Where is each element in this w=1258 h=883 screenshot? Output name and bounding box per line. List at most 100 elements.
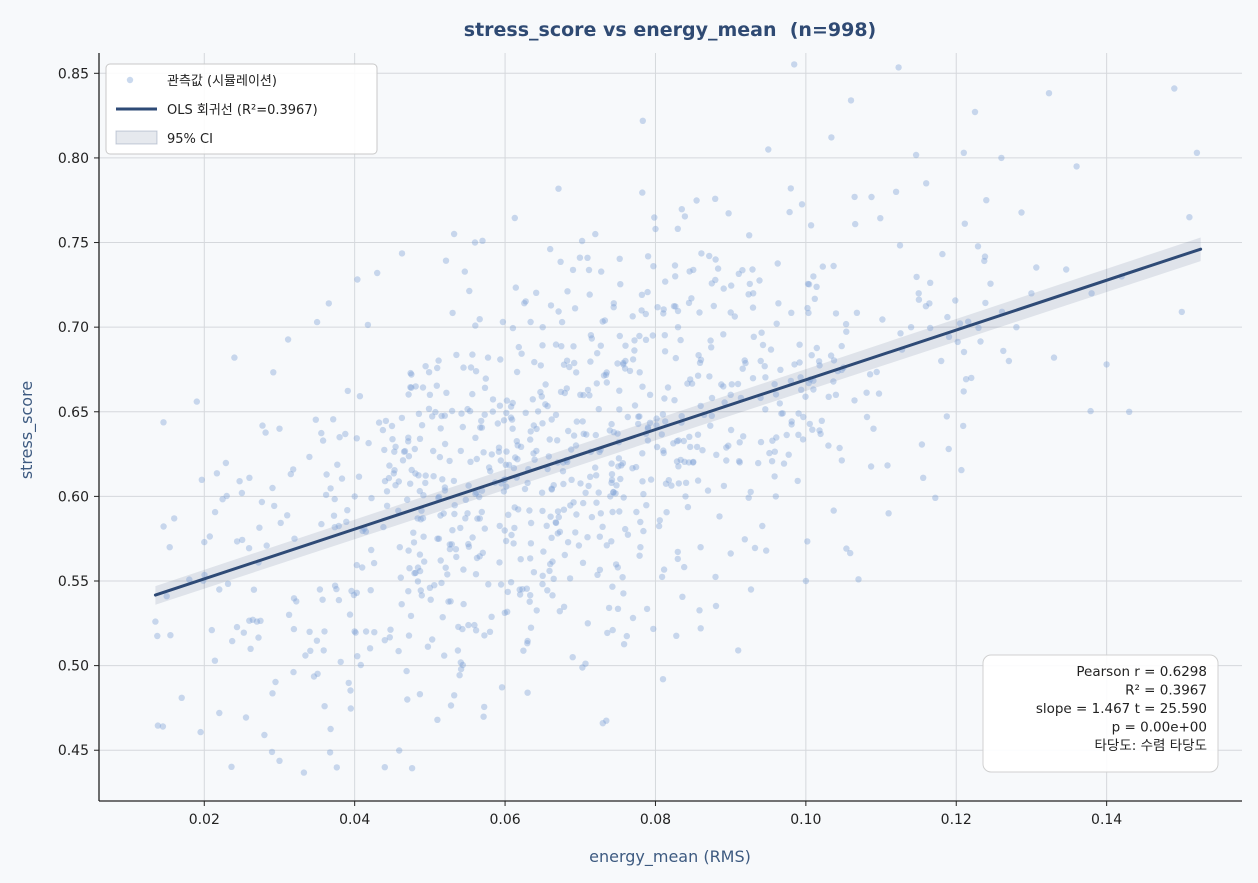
scatter-point [504, 608, 511, 615]
scatter-point [853, 309, 861, 316]
scatter-point [547, 560, 554, 568]
scatter-point [725, 442, 732, 449]
scatter-point [927, 279, 934, 286]
scatter-point [422, 479, 429, 487]
scatter-point [222, 459, 230, 467]
scatter-point [599, 318, 606, 325]
scatter-point [502, 537, 510, 545]
scatter-point [584, 386, 592, 394]
scatter-point [779, 410, 786, 417]
scatter-point [828, 134, 835, 141]
scatter-point [472, 368, 480, 375]
scatter-point [480, 449, 487, 456]
scatter-point [246, 474, 253, 481]
scatter-point [587, 332, 595, 339]
scatter-point [533, 447, 540, 455]
scatter-point [344, 507, 351, 514]
scatter-point [670, 303, 678, 310]
scatter-point [573, 418, 580, 425]
scatter-point [500, 488, 508, 495]
scatter-point [631, 402, 639, 409]
scatter-point [629, 614, 637, 622]
scatter-point [681, 458, 688, 465]
scatter-point [429, 413, 436, 420]
scatter-point [527, 519, 535, 527]
scatter-point [761, 363, 768, 370]
scatter-point [639, 189, 646, 196]
scatter-point [504, 588, 511, 596]
scatter-point [391, 467, 398, 474]
scatter-point [421, 558, 428, 565]
scatter-point [554, 530, 561, 537]
scatter-point [594, 571, 601, 578]
scatter-point [727, 426, 735, 434]
scatter-point [873, 368, 880, 376]
scatter-point [335, 596, 343, 604]
scatter-point [476, 515, 483, 522]
scatter-point [478, 424, 486, 431]
scatter-point [441, 484, 449, 491]
scatter-point [530, 569, 538, 576]
scatter-point [457, 447, 464, 455]
scatter-point [414, 564, 422, 571]
scatter-point [696, 309, 703, 316]
scatter-point [943, 413, 950, 420]
scatter-point [866, 371, 874, 378]
scatter-point [642, 310, 649, 318]
scatter-point [675, 463, 682, 470]
scatter-point [473, 554, 481, 562]
scatter-point [658, 431, 665, 438]
scatter-point [580, 430, 587, 437]
scatter-point [405, 434, 412, 441]
scatter-point [451, 510, 458, 518]
scatter-point [613, 482, 620, 489]
scatter-point [674, 225, 681, 232]
scatter-point [319, 596, 326, 603]
scatter-point [314, 670, 321, 677]
scatter-point [773, 434, 780, 441]
scatter-point [321, 628, 328, 635]
scatter-point [867, 463, 875, 470]
scatter-point [392, 482, 399, 489]
scatter-point [277, 519, 284, 527]
scatter-point [612, 561, 620, 568]
scatter-point [374, 269, 381, 277]
scatter-point [473, 455, 480, 463]
scatter-point [686, 433, 693, 440]
scatter-point [593, 472, 600, 479]
scatter-point [538, 489, 546, 496]
scatter-point [636, 552, 643, 559]
legend-swatch-ci [115, 130, 158, 145]
scatter-point [640, 527, 647, 535]
scatter-point [762, 374, 769, 381]
scatter-point [500, 417, 508, 424]
scatter-point [216, 709, 223, 717]
scatter-point [616, 406, 623, 413]
scatter-point [439, 614, 446, 621]
scatter-point [795, 431, 802, 438]
scatter-point [233, 538, 241, 545]
scatter-point [644, 288, 651, 296]
scatter-point [479, 549, 486, 556]
scatter-point [635, 413, 642, 420]
scatter-point [511, 524, 518, 532]
scatter-point [395, 507, 402, 514]
scatter-point [560, 506, 568, 513]
scatter-point [472, 434, 479, 441]
scatter-point [552, 519, 560, 527]
scatter-point [262, 429, 269, 436]
scatter-point [419, 384, 427, 391]
scatter-point [852, 220, 859, 228]
y-tick-label: 0.65 [58, 405, 89, 421]
scatter-point [795, 410, 802, 417]
scatter-point [945, 445, 952, 453]
scatter-point [530, 450, 537, 457]
scatter-point [567, 502, 574, 509]
scatter-point [579, 418, 586, 425]
scatter-point [276, 425, 283, 432]
scatter-point [796, 359, 803, 366]
scatter-point [607, 493, 614, 500]
scatter-point [802, 393, 809, 400]
scatter-point [430, 473, 437, 480]
scatter-point [522, 298, 529, 305]
